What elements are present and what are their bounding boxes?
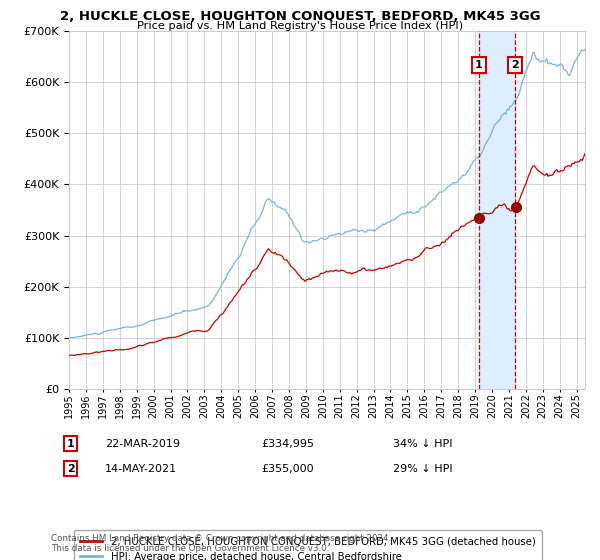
Text: 2: 2 bbox=[67, 464, 74, 474]
Text: £355,000: £355,000 bbox=[261, 464, 314, 474]
Bar bbox=[479, 31, 515, 389]
Text: 29% ↓ HPI: 29% ↓ HPI bbox=[393, 464, 452, 474]
Text: 14-MAY-2021: 14-MAY-2021 bbox=[105, 464, 177, 474]
Text: 1: 1 bbox=[67, 438, 74, 449]
Text: 1: 1 bbox=[475, 60, 482, 70]
Legend: 2, HUCKLE CLOSE, HOUGHTON CONQUEST, BEDFORD, MK45 3GG (detached house), HPI: Ave: 2, HUCKLE CLOSE, HOUGHTON CONQUEST, BEDF… bbox=[74, 530, 542, 560]
Text: Contains HM Land Registry data © Crown copyright and database right 2024.
This d: Contains HM Land Registry data © Crown c… bbox=[51, 534, 391, 553]
Text: 2, HUCKLE CLOSE, HOUGHTON CONQUEST, BEDFORD, MK45 3GG: 2, HUCKLE CLOSE, HOUGHTON CONQUEST, BEDF… bbox=[59, 10, 541, 23]
Text: 34% ↓ HPI: 34% ↓ HPI bbox=[393, 438, 452, 449]
Text: 2: 2 bbox=[511, 60, 519, 70]
Text: Price paid vs. HM Land Registry's House Price Index (HPI): Price paid vs. HM Land Registry's House … bbox=[137, 21, 463, 31]
Text: £334,995: £334,995 bbox=[261, 438, 314, 449]
Text: 22-MAR-2019: 22-MAR-2019 bbox=[105, 438, 180, 449]
